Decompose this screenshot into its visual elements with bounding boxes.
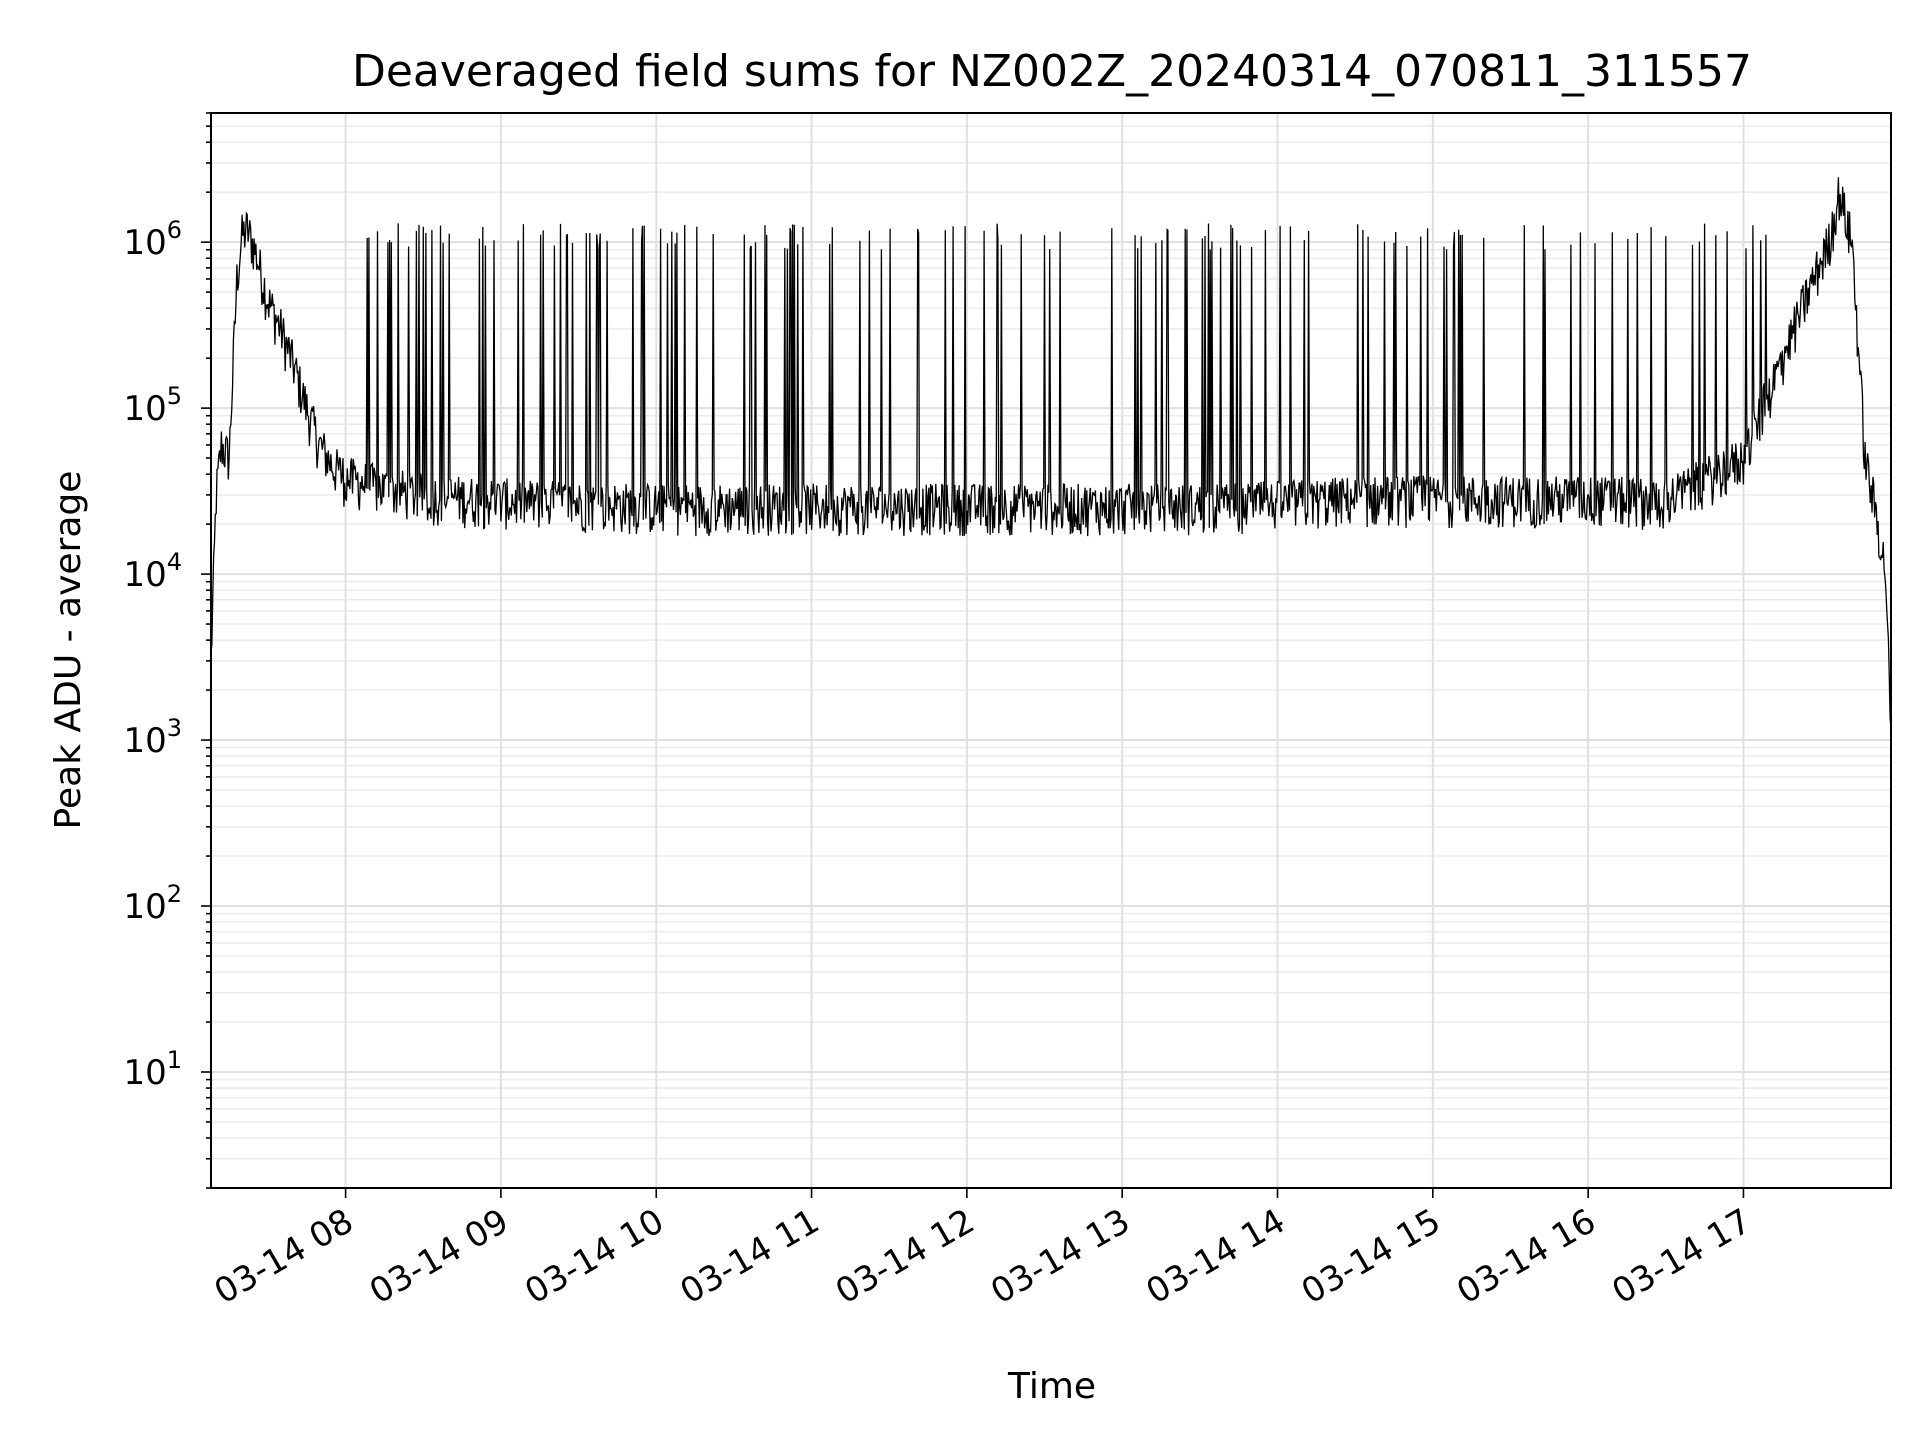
y-tick-label: 105 [123, 382, 182, 429]
x-tick-label: 03-14 08 [208, 1201, 360, 1312]
x-tick-label: 03-14 15 [1295, 1201, 1447, 1312]
x-tick-label: 03-14 17 [1606, 1201, 1758, 1312]
y-tick-label: 106 [123, 216, 182, 263]
x-tick-label: 03-14 09 [363, 1201, 515, 1312]
data-line [210, 177, 1892, 730]
grid [211, 112, 1891, 1189]
x-tick-label: 03-14 11 [674, 1201, 826, 1312]
y-tick-label: 103 [123, 714, 182, 761]
chart-title: Deaveraged field sums for NZ002Z_2024031… [352, 46, 1752, 97]
y-axis: 101 102 103 104 105 106 [123, 112, 211, 1189]
x-tick-label: 03-14 12 [829, 1201, 981, 1312]
y-axis-label: Peak ADU - average [48, 471, 89, 830]
x-tick-label: 03-14 14 [1140, 1201, 1292, 1312]
y-tick-label: 101 [123, 1046, 182, 1093]
series-line [210, 177, 1892, 730]
x-tick-label: 03-14 13 [984, 1201, 1136, 1312]
y-tick-label: 104 [123, 548, 182, 595]
x-tick-label: 03-14 16 [1450, 1201, 1602, 1312]
x-axis-label: Time [1007, 1366, 1096, 1407]
x-tick-label: 03-14 10 [518, 1201, 670, 1312]
y-tick-label: 102 [123, 880, 182, 927]
x-axis: 03-14 08 03-14 09 03-14 10 03-14 11 03-14 12… [208, 1188, 1758, 1312]
plot-frame [210, 112, 1892, 1189]
